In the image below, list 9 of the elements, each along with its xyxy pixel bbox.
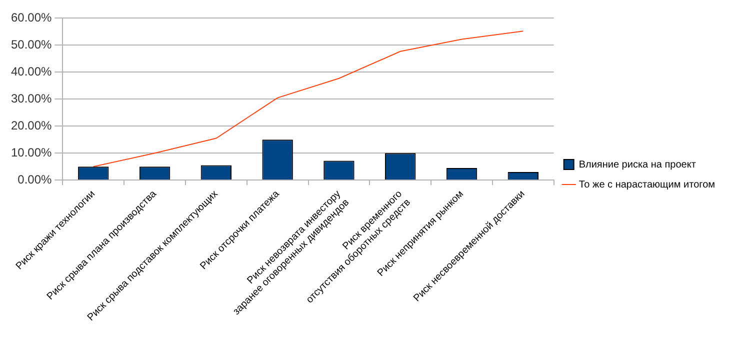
y-tick-label: 10.00% [10,145,52,160]
legend-label: Влияние риска на проект [578,159,696,170]
y-tick-label: 60.00% [10,10,52,25]
y-tick-label: 20.00% [10,118,52,132]
y-tick-label: 40.00% [10,64,52,78]
y-tick-label: 50.00% [10,38,52,52]
legend-label: То же с нарастающим итогом [578,179,716,190]
y-tick-label: 30.00% [10,91,52,106]
y-tick-label: 0.00% [18,172,52,186]
